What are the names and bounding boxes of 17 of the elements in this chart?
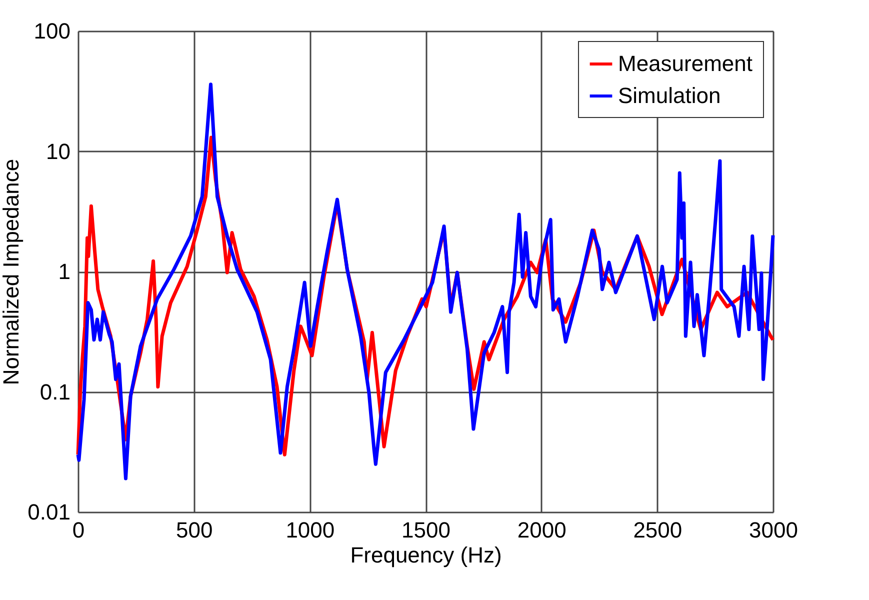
line-series [76,82,775,480]
legend-label: Simulation [618,83,721,108]
y-tick-label: 1 [58,259,70,284]
x-tick-label: 500 [176,518,213,542]
x-tick-label: 3000 [749,518,798,542]
legend-label: Measurement [618,51,753,76]
y-tick-label: 100 [34,18,70,44]
x-tick-label: 0 [72,518,85,542]
y-tick-label: 0.01 [28,500,70,524]
x-tick-label: 1000 [286,518,335,542]
x-tick-label: 1500 [402,518,450,542]
x-axis-title: Frequency (Hz) [350,542,502,568]
y-axis-title: Normalized Impedance [0,158,24,386]
y-tick-label: 0.1 [40,379,70,404]
x-tick-label: 2000 [517,518,566,542]
x-tick-label: 2500 [633,518,682,542]
y-tick-label: 10 [46,138,70,164]
